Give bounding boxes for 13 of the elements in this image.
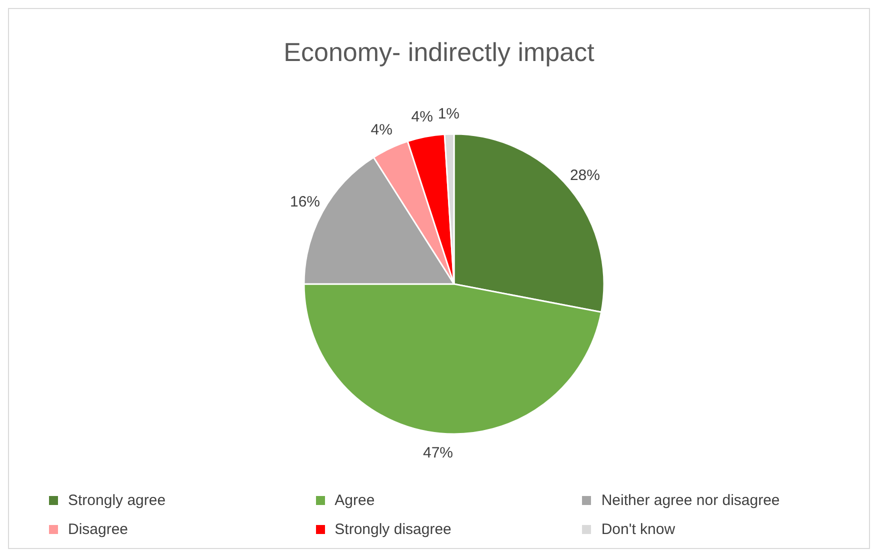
legend-label: Strongly disagree xyxy=(334,521,452,538)
data-label: 28% xyxy=(570,167,600,184)
legend-label: Don't know xyxy=(601,521,676,538)
data-label: 4% xyxy=(370,122,392,139)
chart-title: Economy- indirectly impact xyxy=(282,37,596,68)
data-label: 16% xyxy=(290,194,320,211)
legend-label: Agree xyxy=(334,492,375,509)
data-label: 47% xyxy=(422,444,454,462)
legend-label: Neither agree nor disagree xyxy=(601,492,780,509)
legend-label: Strongly agree xyxy=(68,492,166,509)
data-label: 1% xyxy=(438,106,460,123)
data-label: 4% xyxy=(411,108,433,126)
legend-label: Disagree xyxy=(68,521,128,538)
